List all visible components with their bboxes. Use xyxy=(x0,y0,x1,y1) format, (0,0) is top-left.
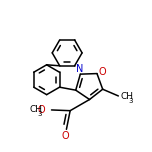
Text: N: N xyxy=(76,64,84,74)
Text: CH: CH xyxy=(29,105,42,114)
Text: CH: CH xyxy=(120,92,133,101)
Text: O: O xyxy=(37,105,45,115)
Text: 3: 3 xyxy=(128,98,133,104)
Text: 3: 3 xyxy=(37,111,42,117)
Text: O: O xyxy=(98,67,106,77)
Text: O: O xyxy=(62,131,69,141)
